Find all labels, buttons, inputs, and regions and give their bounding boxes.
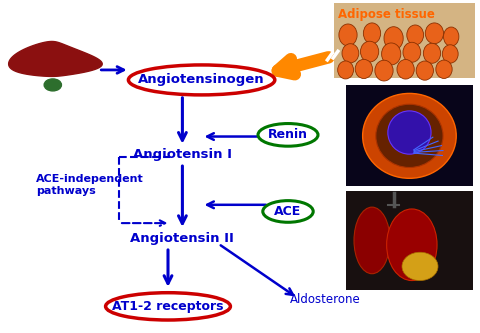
Ellipse shape (442, 45, 458, 63)
Ellipse shape (425, 23, 444, 44)
Ellipse shape (397, 60, 414, 79)
Ellipse shape (363, 23, 381, 44)
Ellipse shape (444, 27, 459, 46)
Ellipse shape (258, 124, 318, 146)
Text: ACE-independent
pathways: ACE-independent pathways (36, 174, 144, 195)
Ellipse shape (402, 252, 438, 280)
Ellipse shape (354, 207, 390, 274)
Ellipse shape (360, 41, 379, 62)
Ellipse shape (339, 24, 357, 46)
Ellipse shape (106, 293, 230, 320)
Text: Aldosterone: Aldosterone (290, 293, 361, 306)
Ellipse shape (416, 61, 433, 80)
Ellipse shape (387, 209, 437, 280)
Text: AT1-2 receptors: AT1-2 receptors (112, 300, 224, 313)
Ellipse shape (376, 104, 443, 167)
Ellipse shape (388, 111, 431, 154)
Ellipse shape (363, 93, 456, 178)
Ellipse shape (375, 60, 393, 81)
Polygon shape (9, 42, 102, 76)
Ellipse shape (337, 61, 353, 79)
Bar (5, 28, 98, 100)
Text: Angiotensinogen: Angiotensinogen (138, 73, 265, 87)
Ellipse shape (263, 200, 313, 222)
Ellipse shape (384, 27, 403, 50)
Bar (334, 3, 475, 78)
Ellipse shape (407, 25, 423, 45)
Text: Angiotensin I: Angiotensin I (133, 148, 232, 162)
Text: ACE: ACE (275, 205, 301, 218)
Bar (346, 85, 473, 186)
Ellipse shape (423, 43, 441, 63)
Ellipse shape (382, 43, 401, 65)
Text: Adipose tissue: Adipose tissue (338, 8, 435, 21)
Ellipse shape (436, 60, 452, 79)
Ellipse shape (355, 59, 372, 79)
Circle shape (44, 79, 61, 91)
Ellipse shape (128, 65, 275, 95)
Text: Renin: Renin (268, 128, 308, 142)
Ellipse shape (342, 44, 359, 63)
Ellipse shape (403, 42, 420, 62)
Bar (346, 191, 473, 290)
Text: Angiotensin II: Angiotensin II (131, 231, 234, 245)
